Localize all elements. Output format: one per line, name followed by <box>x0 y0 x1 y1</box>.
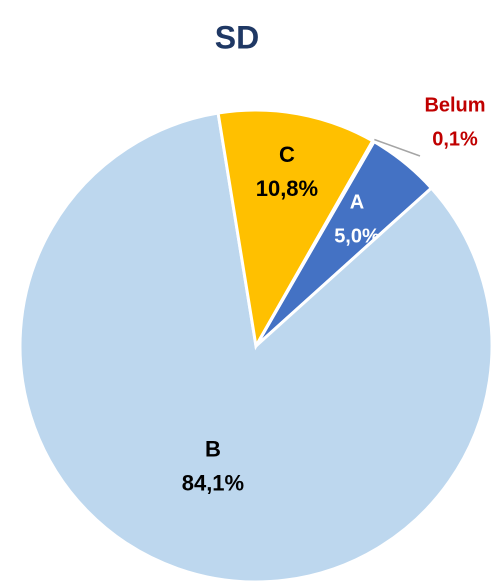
chart-title: SD <box>215 19 259 55</box>
pie-slice <box>254 138 377 347</box>
slice-value-label: 5,0% <box>334 226 380 248</box>
pie-slice <box>216 108 375 351</box>
leader-line <box>374 138 421 157</box>
slice-label: B <box>205 436 221 461</box>
slice-value-label: 0,1% <box>432 128 478 150</box>
slice-label: A <box>350 192 364 214</box>
slice-value-label: 84,1% <box>182 470 244 495</box>
slice-label: Belum <box>424 94 485 116</box>
slice-value-label: 10,8% <box>256 176 318 201</box>
slice-label: C <box>279 142 295 167</box>
